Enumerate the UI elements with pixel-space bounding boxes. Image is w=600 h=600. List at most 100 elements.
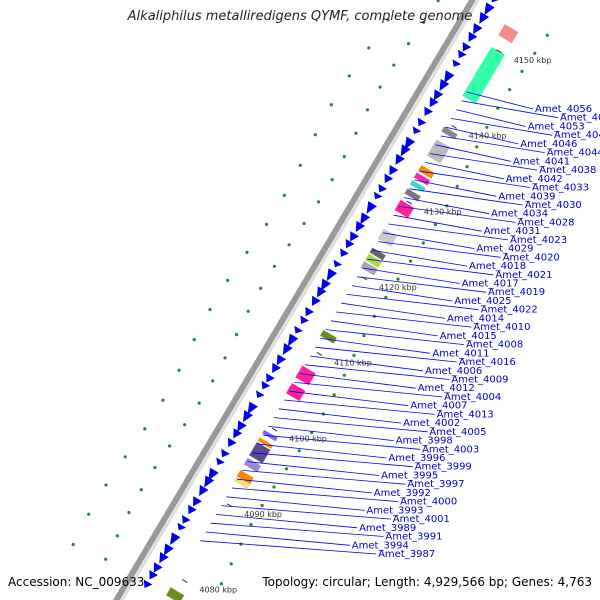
scale-tick-label: 4100 kbp [289,434,327,443]
gene-label-leader [393,214,482,232]
gene-arrow [395,153,405,165]
gene-label: Amet_4038 [539,165,596,176]
feature-block [497,23,519,44]
gene-label: Amet_4028 [517,217,574,228]
gene-label: Amet_4001 [393,514,450,525]
gene-label-leader [268,426,394,441]
gc-skew-dot [246,309,250,313]
gene-label-track: Amet_4056Amet_4055Amet_4053Amet_4049Amet… [200,91,600,560]
scale-tick-label: 4120 kbp [379,283,417,292]
gene-label-leader [294,382,443,398]
gene-arrow [424,106,433,116]
gene-label: Amet_3999 [415,462,472,473]
gene-label-leader [414,179,497,197]
gene-label: Amet_4041 [513,156,570,167]
gc-skew-dot [508,88,512,92]
gene-arrow [261,380,271,390]
gc-skew-dot [347,74,351,78]
gc-skew-dot [235,333,239,337]
gene-arrow [170,532,181,546]
gene-label: Amet_4018 [469,261,526,272]
gene-arrow [233,428,243,439]
gene-label: Amet_4053 [528,122,585,133]
gene-arrow [350,231,359,242]
feature-block [440,125,459,140]
gene-label: Amet_4042 [506,174,563,185]
gene-arrow [149,570,158,580]
gc-skew-dot [139,488,143,492]
gene-label: Amet_4049 [554,130,600,141]
gc-skew-dot [384,295,388,300]
gene-arrow [366,201,377,214]
gene-label: Amet_4030 [525,200,582,211]
gene-track [143,0,499,589]
gc-skew-dot [433,223,438,227]
gene-label-leader [461,100,559,119]
map-title: Alkaliphilus metalliredigens QYMF, compl… [127,9,473,24]
gc-skew-dot [223,356,227,360]
gene-label-leader [377,241,501,258]
scale-tick [226,503,233,508]
feature-block [364,252,383,269]
gene-label: Amet_4044 [547,148,600,159]
gene-label-leader [273,417,428,433]
gene-arrow [468,31,478,42]
feature-block [165,586,185,600]
gene-label-leader [445,126,519,145]
gc-skew-dot [143,427,147,431]
gene-label: Amet_4029 [476,244,533,255]
gene-label-leader [310,355,424,372]
feature-block [426,138,451,165]
gene-label: Amet_4023 [510,235,567,246]
backbone-line [113,0,476,600]
gene-label-leader [278,408,402,424]
gene-label: Amet_4008 [466,340,523,351]
gene-label: Amet_3987 [378,549,435,560]
gene-arrow [373,191,383,200]
scale-ticks: 4150 kbp 4140 kbp 4130 kbp 4120 kbp 4110 kbp… [181,49,551,595]
gene-label: Amet_4017 [462,279,519,290]
gene-label-leader [200,540,377,555]
feature-block [257,436,274,450]
gc-skew-dot [332,393,336,397]
gene-label: Amet_4005 [429,427,486,438]
feature-block [461,46,506,105]
gene-arrow [228,437,237,447]
gene-arrow [400,144,411,157]
gene-arrow [479,11,490,24]
gc-skew-dot [115,534,119,538]
gc-skew-dot [407,42,411,46]
gene-label-leader [289,390,409,407]
gene-arrow [256,390,265,398]
gene-label: Amet_4009 [451,375,508,386]
gc-skew-dot [264,222,269,226]
gene-label-leader [388,223,509,241]
gene-label-leader [424,162,504,180]
feature-block [294,364,317,386]
gc-skew-dot [284,467,289,471]
gene-arrow [188,504,197,515]
gc-skew-dot [168,444,172,448]
gene-arrow [247,401,258,415]
gc-skew-dot [287,243,291,247]
gene-arrow [276,354,287,366]
gene-label-leader [304,364,450,380]
gene-label: Amet_4011 [432,348,489,359]
gene-arrow [216,457,225,466]
gc-skew-dot [421,241,425,245]
gc-skew-dot [545,33,549,37]
gene-arrow [340,248,349,257]
feature-block [403,187,422,202]
gene-arrow [221,448,230,458]
genome-summary-text: Topology: circular; Length: 4,929,566 bp… [262,575,592,589]
gene-label: Amet_4006 [425,366,482,377]
gene-label: Amet_4010 [473,322,530,333]
feature-block [359,260,379,277]
gene-arrow [458,49,467,59]
gene-arrow [163,543,174,556]
gene-label-leader [205,531,350,546]
gene-label: Amet_4015 [440,331,497,342]
gc-skew-dot [197,401,201,405]
gene-arrow [444,70,455,84]
gene-label-leader [456,109,526,127]
